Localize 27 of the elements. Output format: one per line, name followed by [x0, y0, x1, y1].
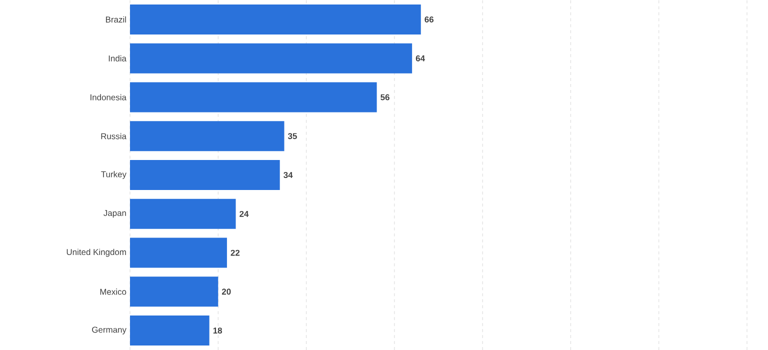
y-tick-label: Indonesia [90, 94, 126, 100]
y-tick-label: Brazil [106, 16, 126, 23]
bar [130, 121, 284, 152]
y-tick-label: Japan [104, 210, 126, 218]
y-tick-label: Turkey [101, 171, 126, 179]
y-tick-label: Russia [101, 133, 126, 140]
data-label: 34 [284, 172, 293, 178]
bar [130, 82, 377, 112]
bar [130, 4, 421, 34]
data-label: 56 [380, 94, 390, 100]
bar [130, 238, 227, 268]
y-tick-label: Germany [92, 326, 126, 334]
data-label: 18 [213, 328, 222, 334]
bar [130, 160, 280, 190]
bar [130, 316, 210, 346]
y-tick-label: United Kingdom [66, 248, 126, 257]
data-label: 22 [230, 250, 240, 256]
data-label: 66 [424, 16, 434, 22]
bar [130, 198, 236, 229]
y-tick-label: India [108, 55, 126, 62]
data-label: 64 [416, 55, 425, 62]
data-label: 20 [222, 288, 231, 295]
data-label: 35 [288, 133, 297, 140]
bar [130, 276, 218, 307]
bar [130, 43, 412, 74]
y-tick-label: Mexico [100, 288, 126, 295]
data-label: 24 [240, 210, 249, 217]
